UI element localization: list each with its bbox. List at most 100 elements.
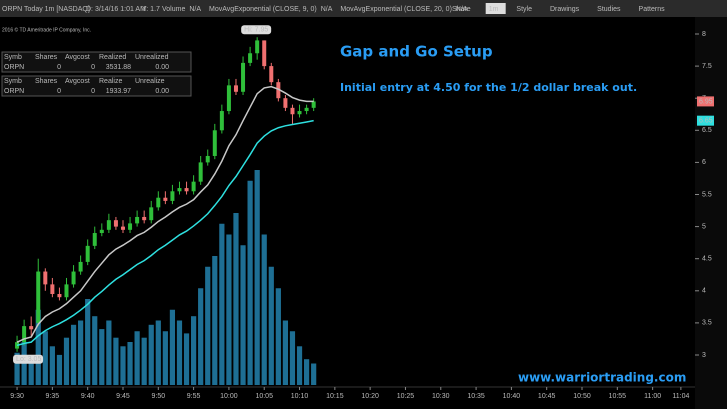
- candle-body: [43, 271, 48, 285]
- candle-body: [184, 188, 189, 192]
- candle-body: [142, 216, 147, 221]
- symbol: ORPN Today 1m [NASDAQ]: [2, 6, 90, 13]
- volume-bar: [254, 170, 260, 385]
- toolbar-button[interactable]: Studies: [597, 6, 621, 13]
- candle-body: [198, 162, 203, 182]
- candle-body: [149, 207, 154, 221]
- table-cell: 1933.97: [106, 88, 131, 95]
- table-header: Symb: [4, 78, 22, 85]
- annotation-note: Initial entry at 4.50 for the 1/2 dollar…: [340, 81, 637, 94]
- table-header: Unrealize: [135, 78, 165, 85]
- volume-bar: [296, 346, 303, 385]
- x-tick-label: 10:40: [503, 393, 521, 400]
- volume-bar: [28, 359, 34, 385]
- candle-body: [219, 111, 224, 131]
- price-tag-label: 6.95: [699, 98, 713, 105]
- table-bg: [1, 75, 192, 97]
- x-tick-label: 10:30: [432, 393, 450, 400]
- volume-bar: [162, 331, 168, 385]
- toolbar-button[interactable]: Drawings: [550, 6, 580, 13]
- candle-body: [304, 107, 309, 112]
- x-tick-label: 10:25: [397, 393, 415, 400]
- candle-body: [156, 197, 161, 208]
- volume-bar: [85, 299, 91, 385]
- candle-body: [64, 284, 69, 298]
- y-tick-label: 3: [702, 352, 706, 359]
- volume-bar: [226, 234, 232, 385]
- volume-bar: [155, 320, 161, 385]
- toolbar-button[interactable]: Style: [516, 6, 532, 13]
- volume-bar: [92, 316, 98, 385]
- y-tick-label: 3.5: [702, 320, 712, 327]
- volume-bar: [275, 288, 281, 385]
- hi-bubble: [241, 25, 272, 35]
- candle-body: [92, 233, 97, 246]
- x-tick-label: 10:45: [538, 393, 556, 400]
- candle-body: [71, 271, 76, 285]
- x-tick-label: 9:50: [151, 393, 165, 400]
- volume-bar: [240, 245, 246, 385]
- volume-bar: [70, 324, 77, 385]
- x-tick-label: 10:00: [220, 393, 238, 400]
- price-tag-label: 6.65: [699, 118, 713, 125]
- y-tick-label: 4.5: [702, 256, 712, 263]
- candle-body: [128, 223, 133, 230]
- study-name: Volume: [162, 6, 185, 13]
- table-cell: 0: [57, 88, 61, 95]
- volume-bar: [303, 359, 310, 385]
- table-cell: 0.00: [155, 64, 169, 71]
- candle-body: [85, 245, 90, 262]
- x-tick-label: 10:20: [361, 393, 379, 400]
- volume-bar: [233, 213, 239, 385]
- candle-body: [135, 216, 140, 224]
- y-tick-label: 6: [702, 159, 706, 166]
- candle-body: [226, 85, 231, 112]
- x-tick-label: 10:05: [255, 393, 273, 400]
- volume-bar: [176, 320, 183, 385]
- table-bg: [1, 51, 192, 73]
- x-tick-label: 10:50: [573, 393, 591, 400]
- y-tick-label: 7.5: [702, 63, 712, 70]
- toolbar-button[interactable]: 1m: [489, 6, 499, 13]
- y-tick-label: 8: [702, 31, 706, 38]
- volume-bar: [63, 337, 70, 385]
- toolbar: [0, 0, 727, 17]
- candle-body: [191, 181, 196, 192]
- y-tick-label: 6.5: [702, 127, 712, 134]
- volume-bar: [49, 346, 55, 385]
- candle-body: [311, 101, 316, 108]
- toolbar-button[interactable]: Share: [452, 6, 471, 13]
- candle-body: [22, 326, 27, 343]
- candle-body: [262, 40, 267, 67]
- x-tick-label: 9:45: [116, 393, 130, 400]
- candle-body: [36, 271, 41, 323]
- candle-body: [29, 326, 34, 330]
- y-tick-label: 5: [702, 223, 706, 230]
- toolbar-button[interactable]: Patterns: [639, 6, 666, 13]
- candle-body: [233, 85, 238, 92]
- table-cell: 0: [91, 88, 95, 95]
- table-header: Avgcost: [65, 78, 90, 85]
- volume-bar: [42, 331, 48, 385]
- candle-body: [248, 53, 253, 63]
- volume-bar: [56, 354, 63, 385]
- x-tick-label: 10:55: [609, 393, 627, 400]
- volume-bar: [148, 324, 154, 385]
- study-name: MovAvgExponential (CLOSE, 9, 0): [209, 6, 317, 13]
- volume-bar: [198, 288, 204, 385]
- table-cell: 3531.88: [106, 64, 131, 71]
- date: D: 3/14/16 1:01 AM: [86, 6, 146, 13]
- candle-body: [241, 62, 246, 92]
- x-tick-label: 11:04: [672, 393, 689, 400]
- website: www.warriortrading.com: [518, 371, 686, 385]
- table-cell: 0: [57, 64, 61, 71]
- volume-bar: [113, 337, 119, 385]
- price-tag: [697, 96, 714, 107]
- x-tick-label: 9:35: [46, 393, 60, 400]
- candle-body: [163, 197, 168, 201]
- table-header: Realize: [99, 78, 122, 85]
- candle-body: [255, 40, 260, 54]
- y-tick-label: 4: [702, 288, 706, 295]
- price-axis-bg: [695, 17, 727, 409]
